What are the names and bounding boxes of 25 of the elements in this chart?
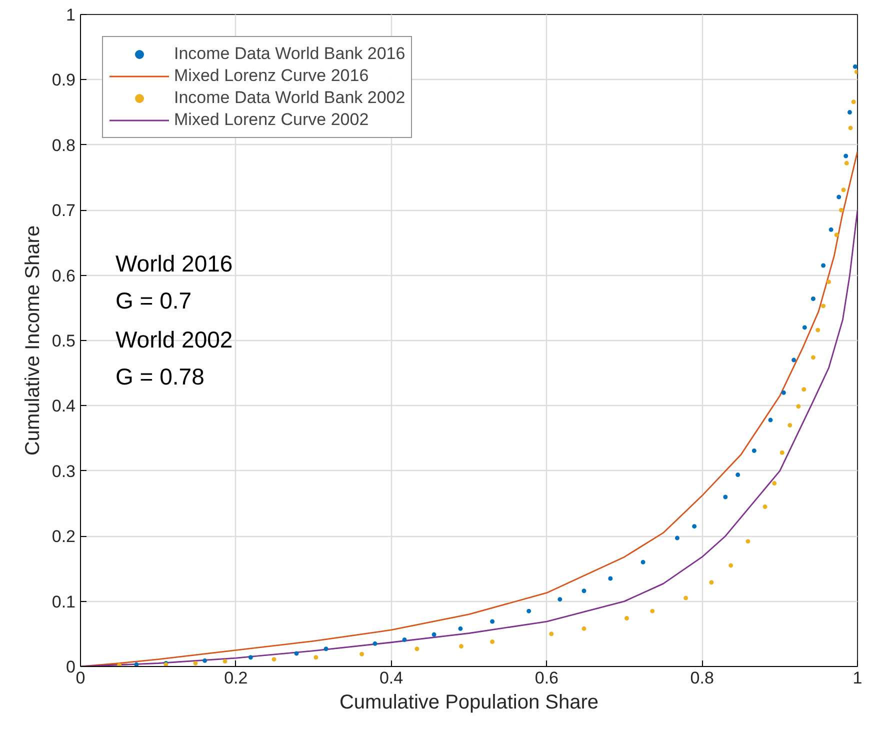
y-tick-label: 0.9 bbox=[52, 70, 76, 90]
y-tick-label: 0.2 bbox=[52, 527, 76, 546]
y-tick-label: 0.3 bbox=[52, 462, 76, 481]
legend-label: Income Data World Bank 2002 bbox=[174, 87, 406, 109]
legend-label: Income Data World Bank 2016 bbox=[174, 43, 406, 65]
y-tick-label: 0.5 bbox=[52, 332, 76, 350]
y-axis-title: Cumulative Income Share bbox=[22, 225, 44, 456]
y-tick-label: 0.1 bbox=[52, 592, 76, 612]
x-tick-label: 0.2 bbox=[224, 668, 248, 688]
x-tick-label: 0.8 bbox=[690, 668, 714, 688]
x-tick-label: 1 bbox=[852, 668, 862, 688]
annotation: G = 0.78 bbox=[116, 364, 204, 390]
y-tick-label: 0.8 bbox=[52, 136, 76, 155]
y-tick-label: 0.4 bbox=[52, 396, 76, 416]
annotation: World 2016 bbox=[116, 250, 233, 276]
y-tick-label: 1 bbox=[66, 6, 76, 24]
x-axis-title: Cumulative Population Share bbox=[339, 692, 599, 714]
y-tick-label: 0.6 bbox=[52, 266, 76, 286]
legend-label: Mixed Lorenz Curve 2016 bbox=[174, 65, 369, 87]
y-tick-label: 0.7 bbox=[52, 201, 76, 220]
annotation: G = 0.7 bbox=[116, 288, 192, 314]
annotation: World 2002 bbox=[116, 326, 233, 352]
legend-label: Mixed Lorenz Curve 2002 bbox=[174, 109, 369, 131]
x-tick-label: 0.4 bbox=[379, 668, 404, 688]
x-tick-label: 0.6 bbox=[534, 668, 559, 688]
